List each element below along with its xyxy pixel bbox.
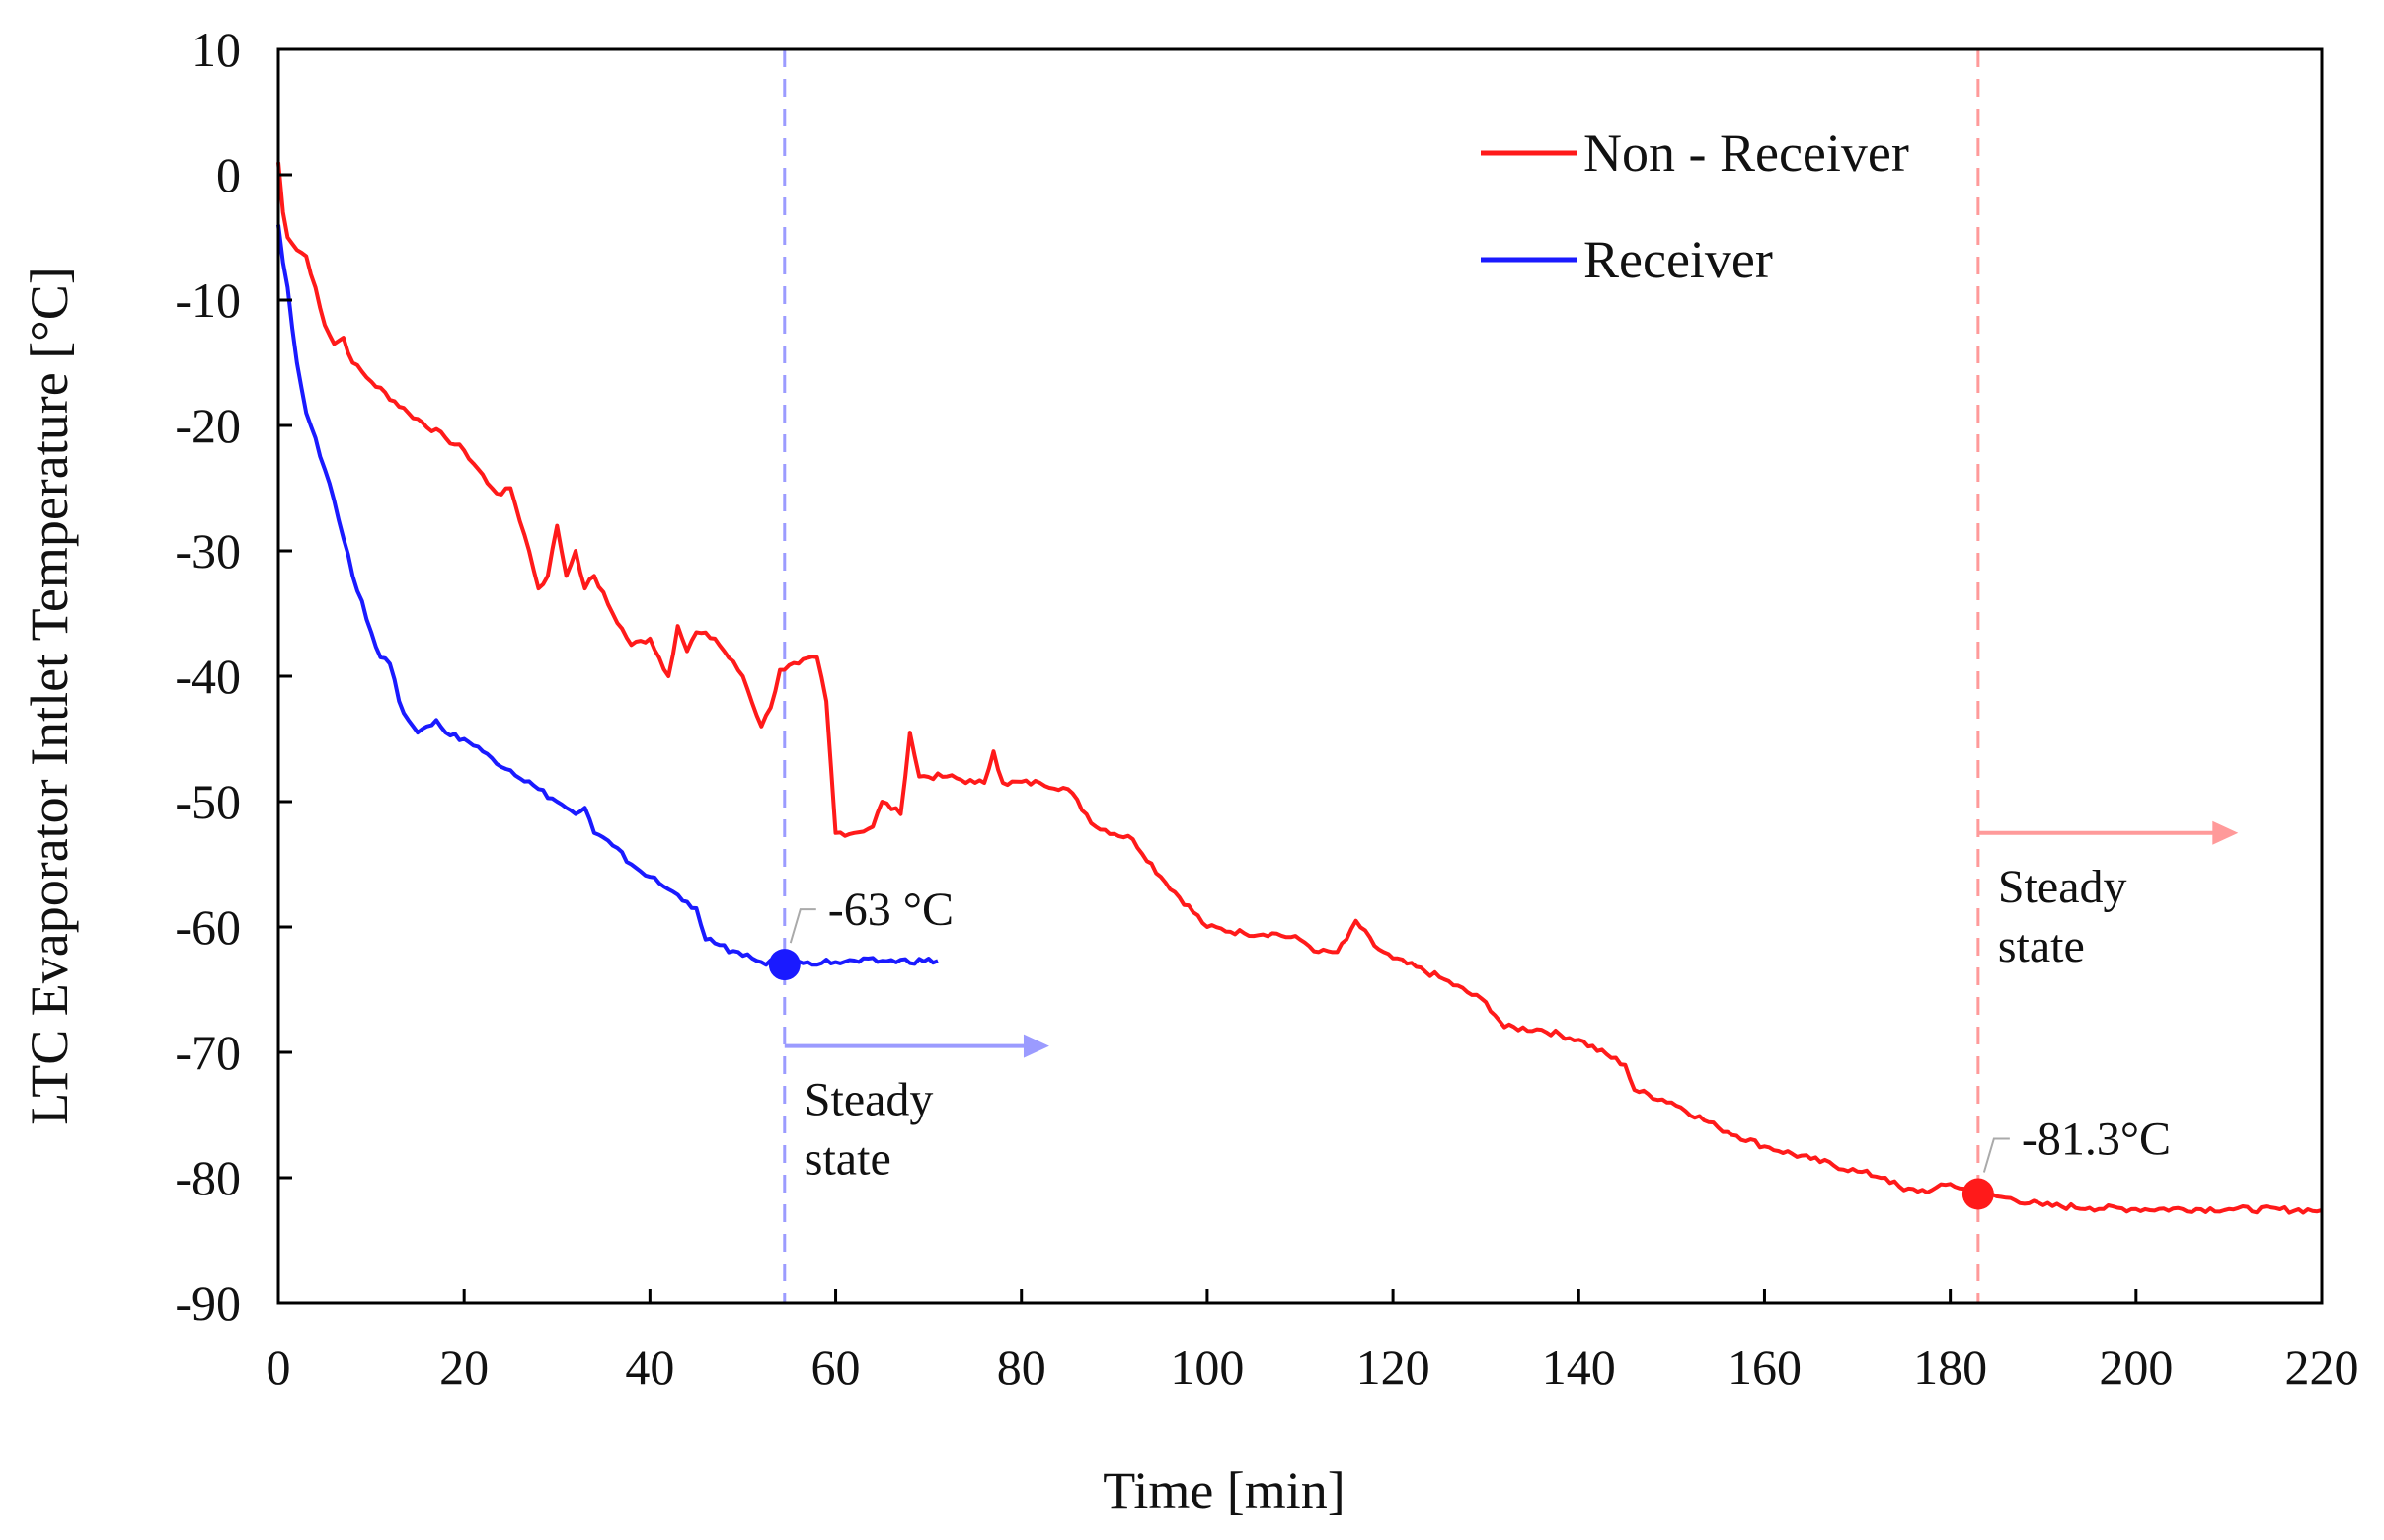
data-point-marker xyxy=(768,949,801,981)
series-line xyxy=(276,224,939,969)
series-group xyxy=(276,162,2323,1215)
steady-state-arrow-head xyxy=(1023,1034,1049,1058)
y-tick-label: 0 xyxy=(216,147,241,202)
plot-frame xyxy=(276,47,2324,1305)
y-tick-label: -10 xyxy=(175,272,241,328)
x-tick-label: 40 xyxy=(625,1340,674,1395)
steady-state-label: state xyxy=(805,1133,891,1186)
steady-state-label: Steady xyxy=(1998,861,2127,913)
data-label: -63 °C xyxy=(828,884,954,936)
annotation-leader xyxy=(1982,1137,2010,1173)
legend: Non - Receiver Receiver xyxy=(1481,123,1909,289)
x-tick-label: 120 xyxy=(1356,1340,1430,1395)
annotation-leader xyxy=(789,908,816,944)
tick-label-group: 0 20 40 60 80 100 120 140 160 180 200 220100-10-20-… xyxy=(175,22,2358,1395)
x-axis-title: Time [min] xyxy=(1103,1461,1346,1520)
data-label: -81.3°C xyxy=(2022,1114,2171,1166)
y-tick-label: -70 xyxy=(175,1025,241,1080)
x-tick-label: 160 xyxy=(1728,1340,1802,1395)
x-tick-label: 220 xyxy=(2285,1340,2359,1395)
y-axis-title: LTC Evaporator Intlet Temperature [°C] xyxy=(20,267,79,1125)
plot-frame-rect xyxy=(276,47,2324,1305)
x-tick-label: 140 xyxy=(1542,1340,1616,1395)
steady-state-label: Steady xyxy=(805,1074,934,1126)
legend-label: Non - Receiver xyxy=(1583,123,1909,183)
marker-group xyxy=(768,949,1994,1210)
y-tick-label: 10 xyxy=(192,22,241,77)
steady-state-label: state xyxy=(1998,920,2085,972)
x-tick-label: 0 xyxy=(267,1340,291,1395)
y-tick-label: -20 xyxy=(175,398,241,453)
y-tick-label: -80 xyxy=(175,1150,241,1205)
y-tick-label: -50 xyxy=(175,774,241,829)
annotation-group: Steady state Steady state -63 °C -81.3°C xyxy=(789,861,2171,1186)
tick-group xyxy=(276,47,2324,1305)
x-tick-label: 20 xyxy=(439,1340,489,1395)
x-tick-label: 80 xyxy=(997,1340,1046,1395)
x-tick-label: 180 xyxy=(1913,1340,1987,1395)
y-tick-label: -30 xyxy=(175,523,241,578)
series-line xyxy=(276,162,2323,1215)
y-tick-label: -60 xyxy=(175,899,241,955)
legend-label: Receiver xyxy=(1583,230,1773,289)
x-tick-label: 100 xyxy=(1170,1340,1244,1395)
x-tick-label: 200 xyxy=(2099,1340,2173,1395)
y-tick-label: -90 xyxy=(175,1275,241,1331)
y-tick-label: -40 xyxy=(175,649,241,704)
steady-state-arrow-head xyxy=(2212,820,2239,845)
x-tick-label: 60 xyxy=(811,1340,861,1395)
data-point-marker xyxy=(1961,1178,1994,1210)
steady-state-lines xyxy=(783,49,2239,1303)
